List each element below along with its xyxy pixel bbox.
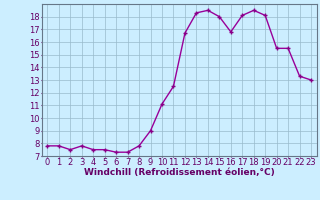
- X-axis label: Windchill (Refroidissement éolien,°C): Windchill (Refroidissement éolien,°C): [84, 168, 275, 177]
